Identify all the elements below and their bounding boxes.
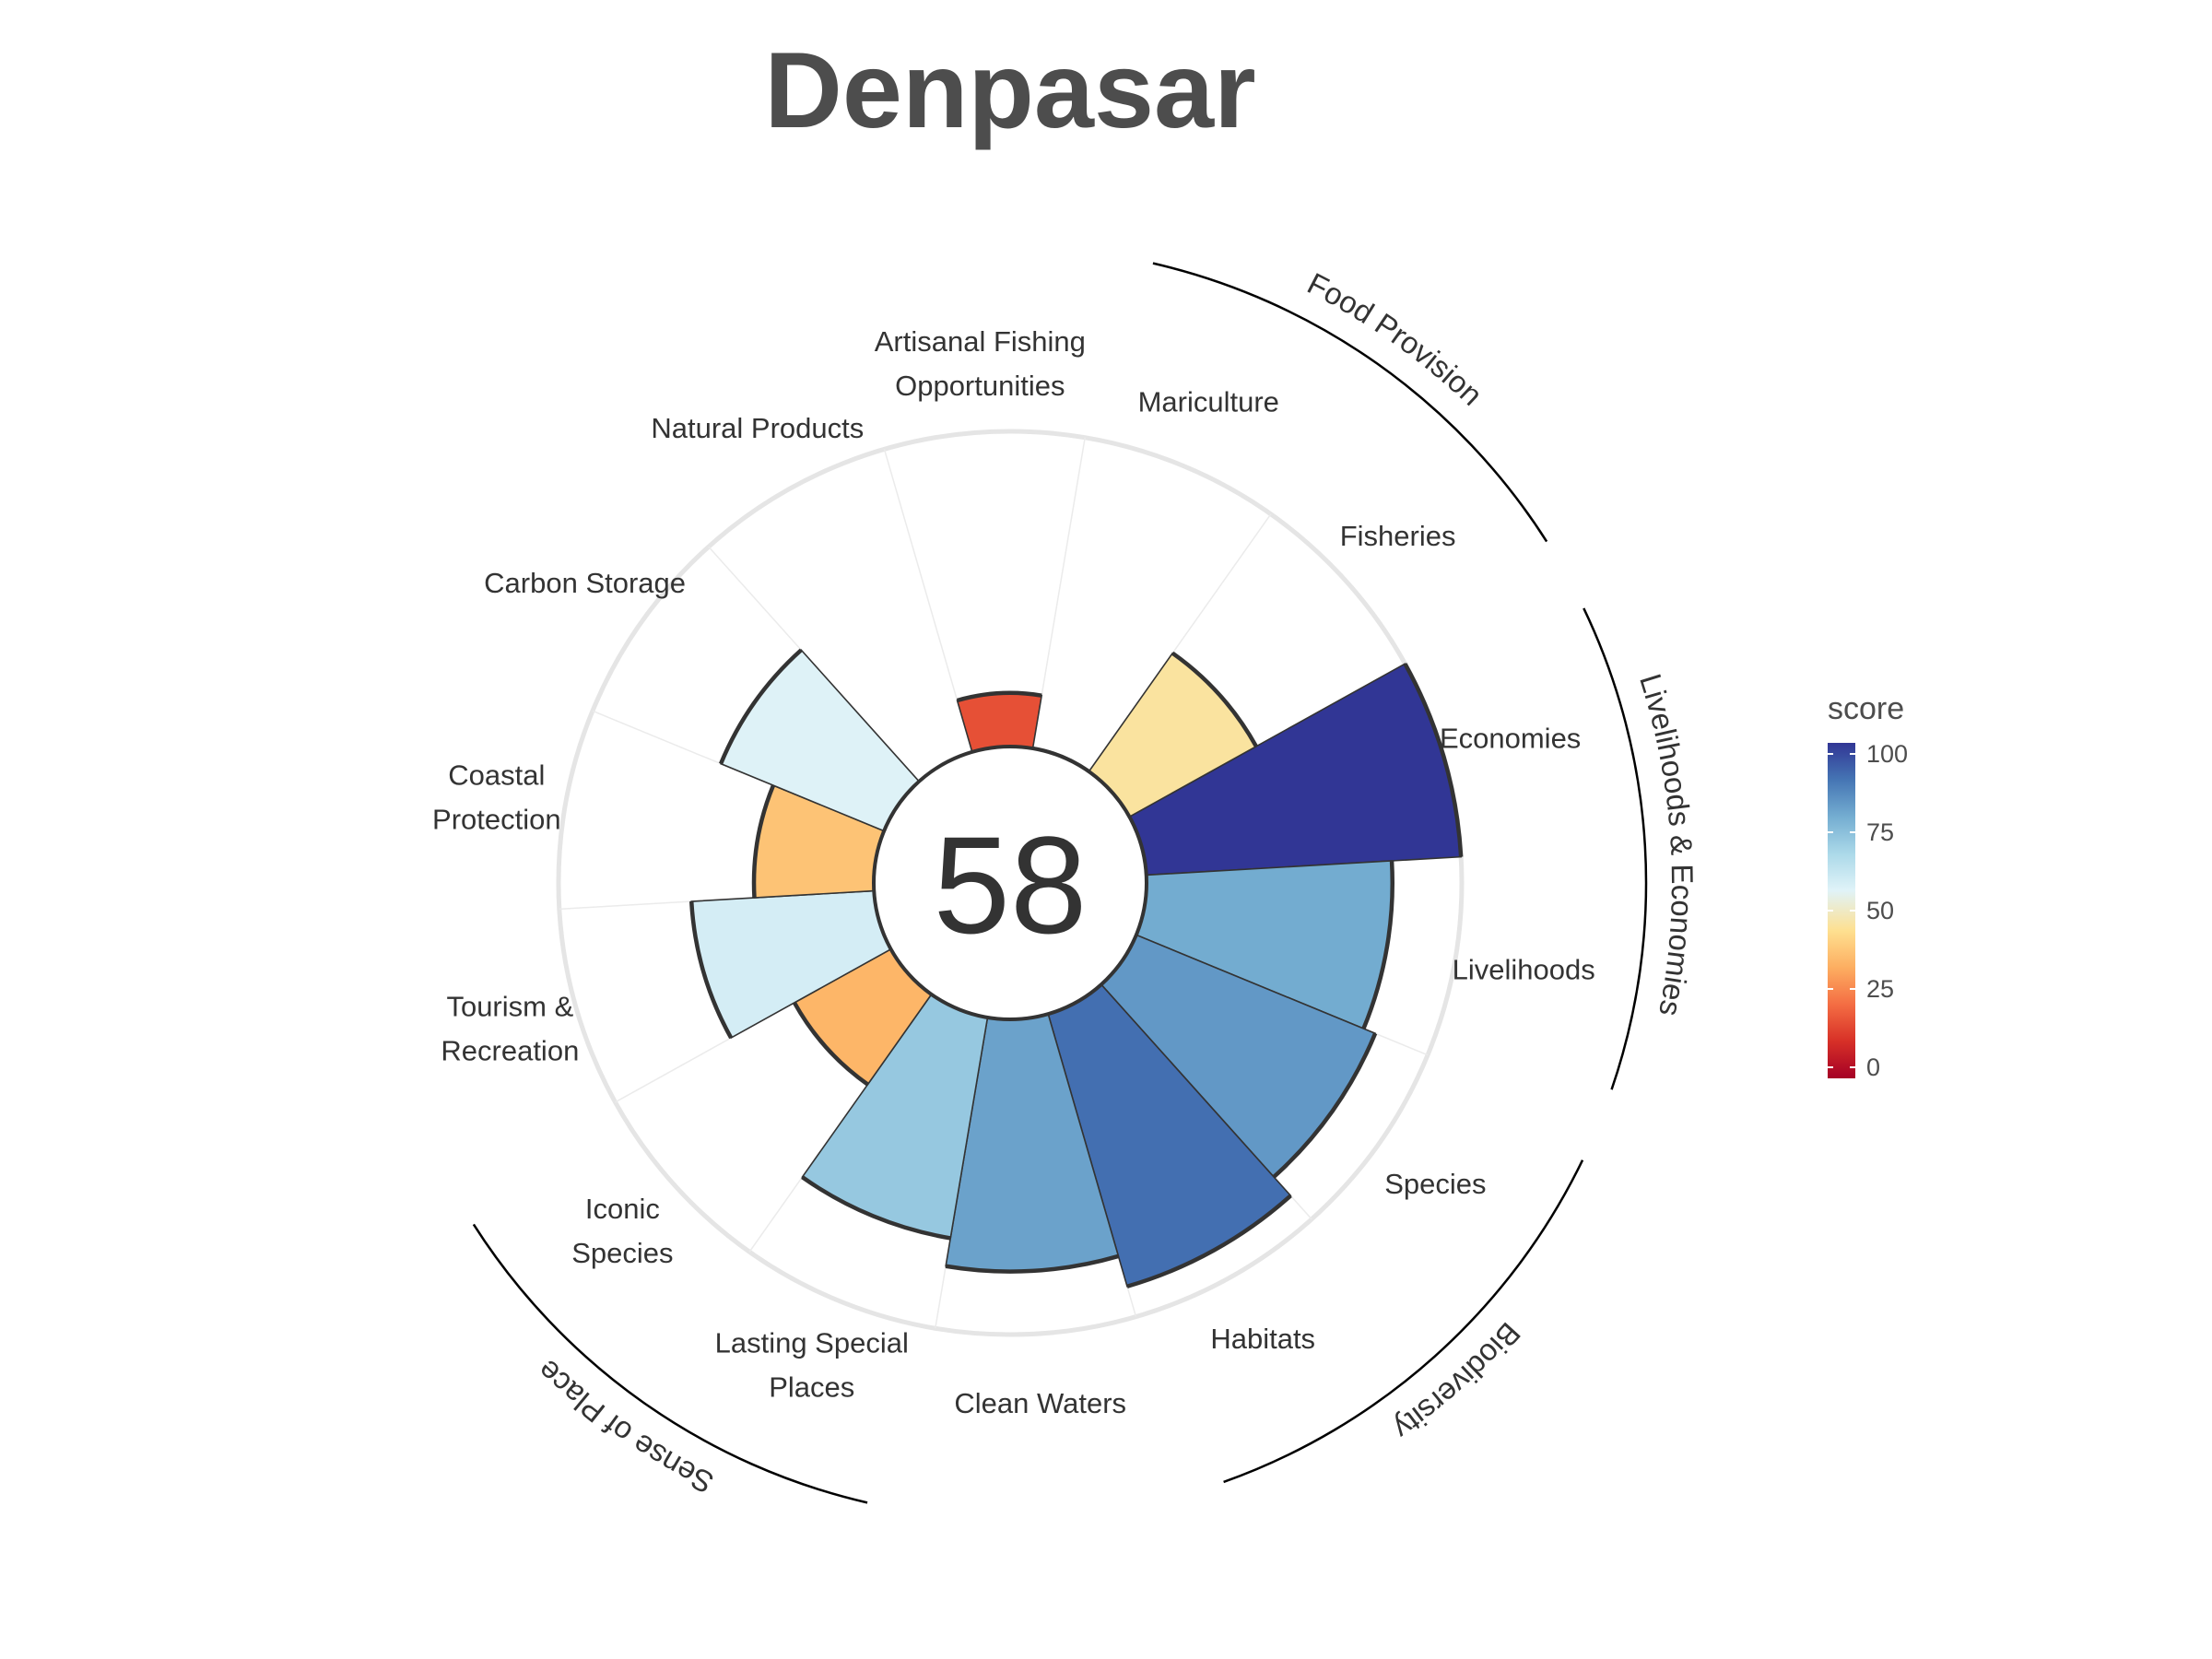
petal-outline-livelihoods [1361, 860, 1394, 1030]
label-iconic-species: Iconic Species [571, 1193, 673, 1269]
label-clean-waters: Clean Waters [954, 1387, 1126, 1419]
petal-outline-artisanal-fishing-opportunities [956, 690, 1042, 703]
legend-tick-label: 0 [1866, 1053, 1880, 1081]
group-arc-livelihoods-and-economies [1583, 607, 1648, 1090]
label-carbon-storage: Carbon Storage [484, 567, 686, 599]
label-fisheries: Fisheries [1340, 520, 1456, 552]
label-natural-products: Natural Products [651, 412, 864, 444]
label-economies: Economies [1440, 723, 1581, 755]
group-arc-food-provision [1152, 262, 1548, 543]
group-arc-biodiversity [1223, 1159, 1584, 1484]
petal-artisanal-fishing-opportunities [956, 692, 1043, 753]
petal-outline-coastal-protection [751, 784, 776, 899]
legend-tick-label: 100 [1866, 740, 1908, 768]
chart-title: Denpasar [764, 29, 1255, 150]
label-tourism-and-recreation: Tourism & Recreation [441, 990, 579, 1066]
label-species: Species [1384, 1168, 1486, 1200]
label-lasting-special-places: Lasting Special Places [715, 1326, 909, 1403]
group-label-food-provision: Food Provision [1302, 266, 1489, 412]
grid-outer-circle [556, 429, 1465, 1337]
group-label-sense-of-place: Sense of Place [531, 1353, 719, 1500]
petal-outline-economies [1403, 663, 1464, 857]
goal-labels: Economies Livelihoods Species Habitats Clean… [432, 325, 1595, 1419]
petal-carbon-storage [720, 649, 921, 832]
petal-layer [688, 648, 1464, 1288]
petal-outline-species [1272, 1032, 1378, 1179]
legend-tick-label: 25 [1866, 975, 1894, 1003]
group-arc-sense-of-place [472, 1223, 868, 1504]
petal-outline-lasting-special-places [801, 1175, 951, 1241]
legend-tick-label: 50 [1866, 897, 1894, 924]
petal-outline-clean-waters [945, 1253, 1120, 1274]
legend-title: score [1828, 691, 1904, 726]
center-score: 58 [934, 807, 1088, 962]
petal-outline-fisheries [1171, 651, 1258, 747]
petal-outline-habitats [1126, 1194, 1292, 1288]
label-habitats: Habitats [1210, 1323, 1315, 1355]
legend-ticks: 0 25 50 75 100 [1828, 740, 1908, 1081]
label-artisanal-fishing-opportunities: Artisanal Fishing Opportunities [875, 325, 1086, 402]
legend: score 0 25 50 75 100 [1828, 691, 1908, 1081]
legend-tick-label: 75 [1866, 818, 1894, 846]
group-label-livelihoods-and-economies: Livelihoods & Economies [1633, 670, 1700, 1019]
label-livelihoods: Livelihoods [1453, 954, 1595, 986]
center-circle [872, 745, 1148, 1021]
label-coastal-protection: Coastal Protection [432, 759, 561, 835]
label-mariculture: Mariculture [1138, 386, 1279, 418]
petal-outline-carbon-storage [719, 648, 803, 765]
petal-outline-iconic-species [792, 1001, 869, 1087]
petal-outline-tourism-and-recreation [688, 900, 734, 1040]
